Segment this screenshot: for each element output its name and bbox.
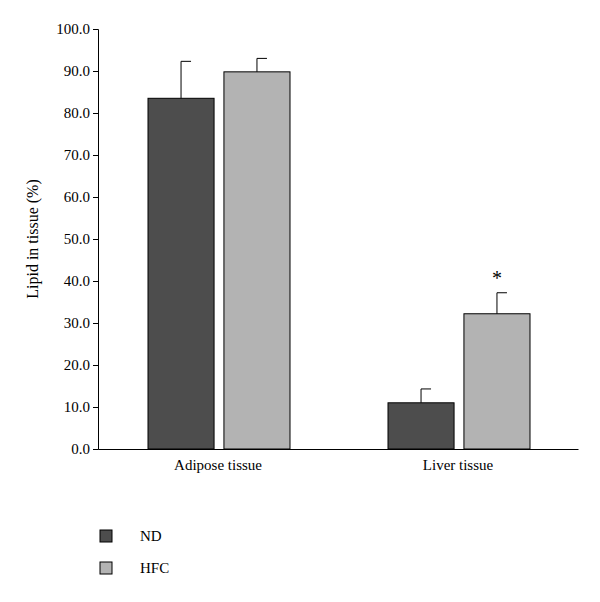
y-tick-label: 80.0 xyxy=(64,105,90,121)
y-tick-label: 10.0 xyxy=(64,399,90,415)
error-cap xyxy=(257,58,267,59)
series xyxy=(224,58,530,449)
y-tick-mark xyxy=(93,71,98,72)
y-tick-label: 20.0 xyxy=(64,357,90,373)
y-tick-label: 40.0 xyxy=(64,273,90,289)
y-tick-mark xyxy=(93,239,98,240)
y-tick: 10.0 xyxy=(64,399,98,415)
y-tick: 70.0 xyxy=(64,147,98,163)
y-tick-label: 100.0 xyxy=(56,21,90,37)
error-cap xyxy=(497,292,507,293)
plot-area xyxy=(148,58,530,449)
y-tick-mark xyxy=(93,449,98,450)
y-tick-label: 90.0 xyxy=(64,63,90,79)
error-bar xyxy=(181,61,191,98)
y-tick-mark xyxy=(93,323,98,324)
y-tick: 30.0 xyxy=(64,315,98,331)
y-axis-line xyxy=(93,30,99,450)
y-tick-mark xyxy=(93,281,98,282)
error-bar xyxy=(497,293,507,314)
x-axis-line xyxy=(99,449,579,450)
y-tick: 100.0 xyxy=(56,21,98,37)
error-whisker xyxy=(421,389,422,403)
y-tick-label: 50.0 xyxy=(64,231,90,247)
y-axis-title: Lipid in tissue (%) xyxy=(24,179,42,299)
x-tick-label: Liver tissue xyxy=(423,457,494,473)
y-tick-mark xyxy=(93,197,98,198)
y-tick: 60.0 xyxy=(64,189,98,205)
y-tick-mark xyxy=(93,155,98,156)
error-bar xyxy=(257,58,267,71)
error-whisker xyxy=(181,61,182,98)
bar xyxy=(148,98,214,449)
legend-item: ND xyxy=(100,528,162,544)
y-tick: 40.0 xyxy=(64,273,98,289)
x-tick: Liver tissue xyxy=(423,449,494,473)
chart: 0.0 10.0 20.0 30.0 40.0 50.0 60.0 70.0 80.0 90.0 1… xyxy=(0,0,600,602)
y-tick: 80.0 xyxy=(64,105,98,121)
x-tick: Adipose tissue xyxy=(174,449,262,473)
y-tick-mark xyxy=(93,29,98,30)
y-tick: 50.0 xyxy=(64,231,98,247)
bar xyxy=(464,314,530,449)
x-tick-label: Adipose tissue xyxy=(174,457,262,473)
legend-label: HFC xyxy=(140,560,169,576)
error-cap xyxy=(421,388,431,389)
legend-label: ND xyxy=(140,528,162,544)
y-tick: 20.0 xyxy=(64,357,98,373)
y-tick: 90.0 xyxy=(64,63,98,79)
bar xyxy=(224,72,290,449)
legend-swatch xyxy=(100,562,112,574)
y-tick-mark xyxy=(93,365,98,366)
y-tick-label: 0.0 xyxy=(71,441,90,457)
legend: ND HFC xyxy=(100,528,169,576)
y-tick: 0.0 xyxy=(71,441,98,457)
legend-swatch xyxy=(100,530,112,542)
legend-item: HFC xyxy=(100,560,169,576)
error-whisker xyxy=(496,293,497,314)
error-cap xyxy=(181,61,191,62)
y-tick-label: 30.0 xyxy=(64,315,90,331)
bar xyxy=(388,403,454,449)
series xyxy=(148,61,454,449)
y-axis: 0.0 10.0 20.0 30.0 40.0 50.0 60.0 70.0 80.0 90.0 1… xyxy=(56,21,98,457)
y-tick-label: 70.0 xyxy=(64,147,90,163)
y-tick-label: 60.0 xyxy=(64,189,90,205)
y-tick-mark xyxy=(93,113,98,114)
annotation: * xyxy=(492,267,502,289)
error-whisker xyxy=(256,58,257,71)
error-bar xyxy=(421,389,431,403)
y-tick-mark xyxy=(93,407,98,408)
x-axis: Adipose tissue Liver tissue xyxy=(99,449,579,473)
